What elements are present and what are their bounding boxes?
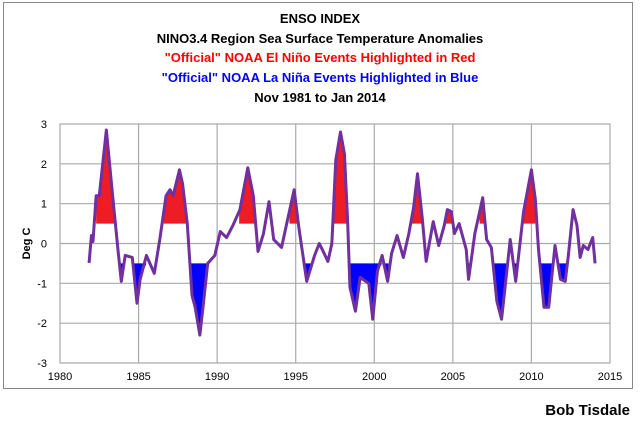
y-tick-label: -3 <box>37 358 47 370</box>
x-tick-label: 1985 <box>126 371 150 383</box>
chart-frame <box>3 2 633 389</box>
x-tick-label: 1980 <box>48 371 72 383</box>
nino34-anomaly-line <box>87 128 597 337</box>
x-tick-label: 1990 <box>205 371 229 383</box>
y-tick-label: 3 <box>41 119 47 131</box>
x-tick-label: 2010 <box>519 371 543 383</box>
title-line-5: Nov 1981 to Jan 2014 <box>254 90 386 105</box>
el-nino-event-fill <box>96 129 115 224</box>
title-line-3: "Official" NOAA El Niño Events Highlight… <box>164 50 476 65</box>
el-nino-event-fill <box>239 167 255 224</box>
la-nina-event-fill <box>493 263 507 320</box>
title-line-4: "Official" NOAA La Niña Events Highlight… <box>161 70 479 85</box>
y-tick-label: 2 <box>41 159 47 171</box>
y-tick-label: -2 <box>37 318 47 330</box>
x-tick-label: 1995 <box>283 371 307 383</box>
y-tick-label: 1 <box>41 199 47 211</box>
title-line-2: NINO3.4 Region Sea Surface Temperature A… <box>156 31 484 46</box>
x-tick-label: 2005 <box>441 371 465 383</box>
la-nina-event-fill <box>190 263 208 336</box>
x-tick-label: 2000 <box>362 371 386 383</box>
title-line-1: ENSO INDEX <box>279 11 361 26</box>
y-axis-label: Deg C <box>21 228 33 260</box>
x-tick-label: 2015 <box>598 371 622 383</box>
y-tick-label: 0 <box>41 239 47 251</box>
y-tick-label: -1 <box>37 278 47 290</box>
author-credit: Bob Tisdale <box>545 402 630 419</box>
